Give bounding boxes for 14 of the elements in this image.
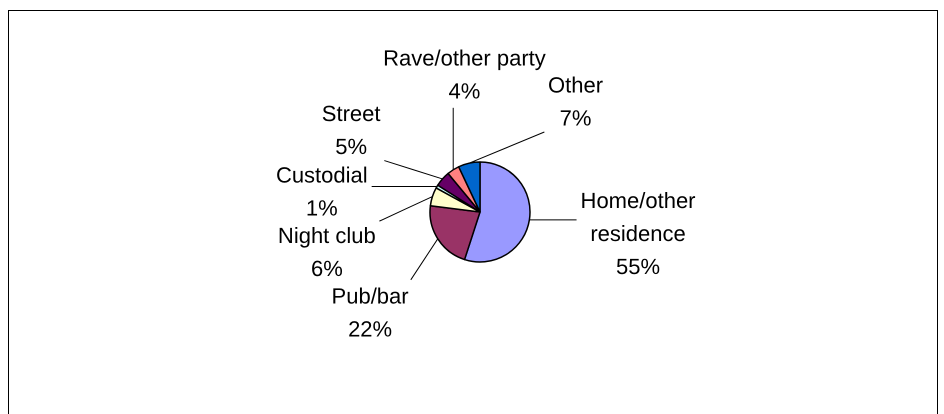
- data-label: 6%: [310, 256, 343, 281]
- slice-label: Other: [548, 72, 604, 98]
- slice-label: Rave/other party: [383, 46, 546, 71]
- data-label: 1%: [306, 195, 338, 220]
- slice-label: Night club: [278, 222, 376, 248]
- slice-label: Pub/bar: [332, 283, 409, 308]
- slice-label: Home/other residence: [580, 188, 696, 246]
- data-label: 22%: [348, 316, 392, 342]
- data-label: 55%: [616, 254, 660, 280]
- data-label: 7%: [560, 105, 592, 130]
- data-label: 4%: [448, 78, 480, 104]
- slice-label: Custodial: [276, 162, 368, 188]
- slice-label: Street: [322, 101, 380, 126]
- data-label: 5%: [335, 134, 368, 160]
